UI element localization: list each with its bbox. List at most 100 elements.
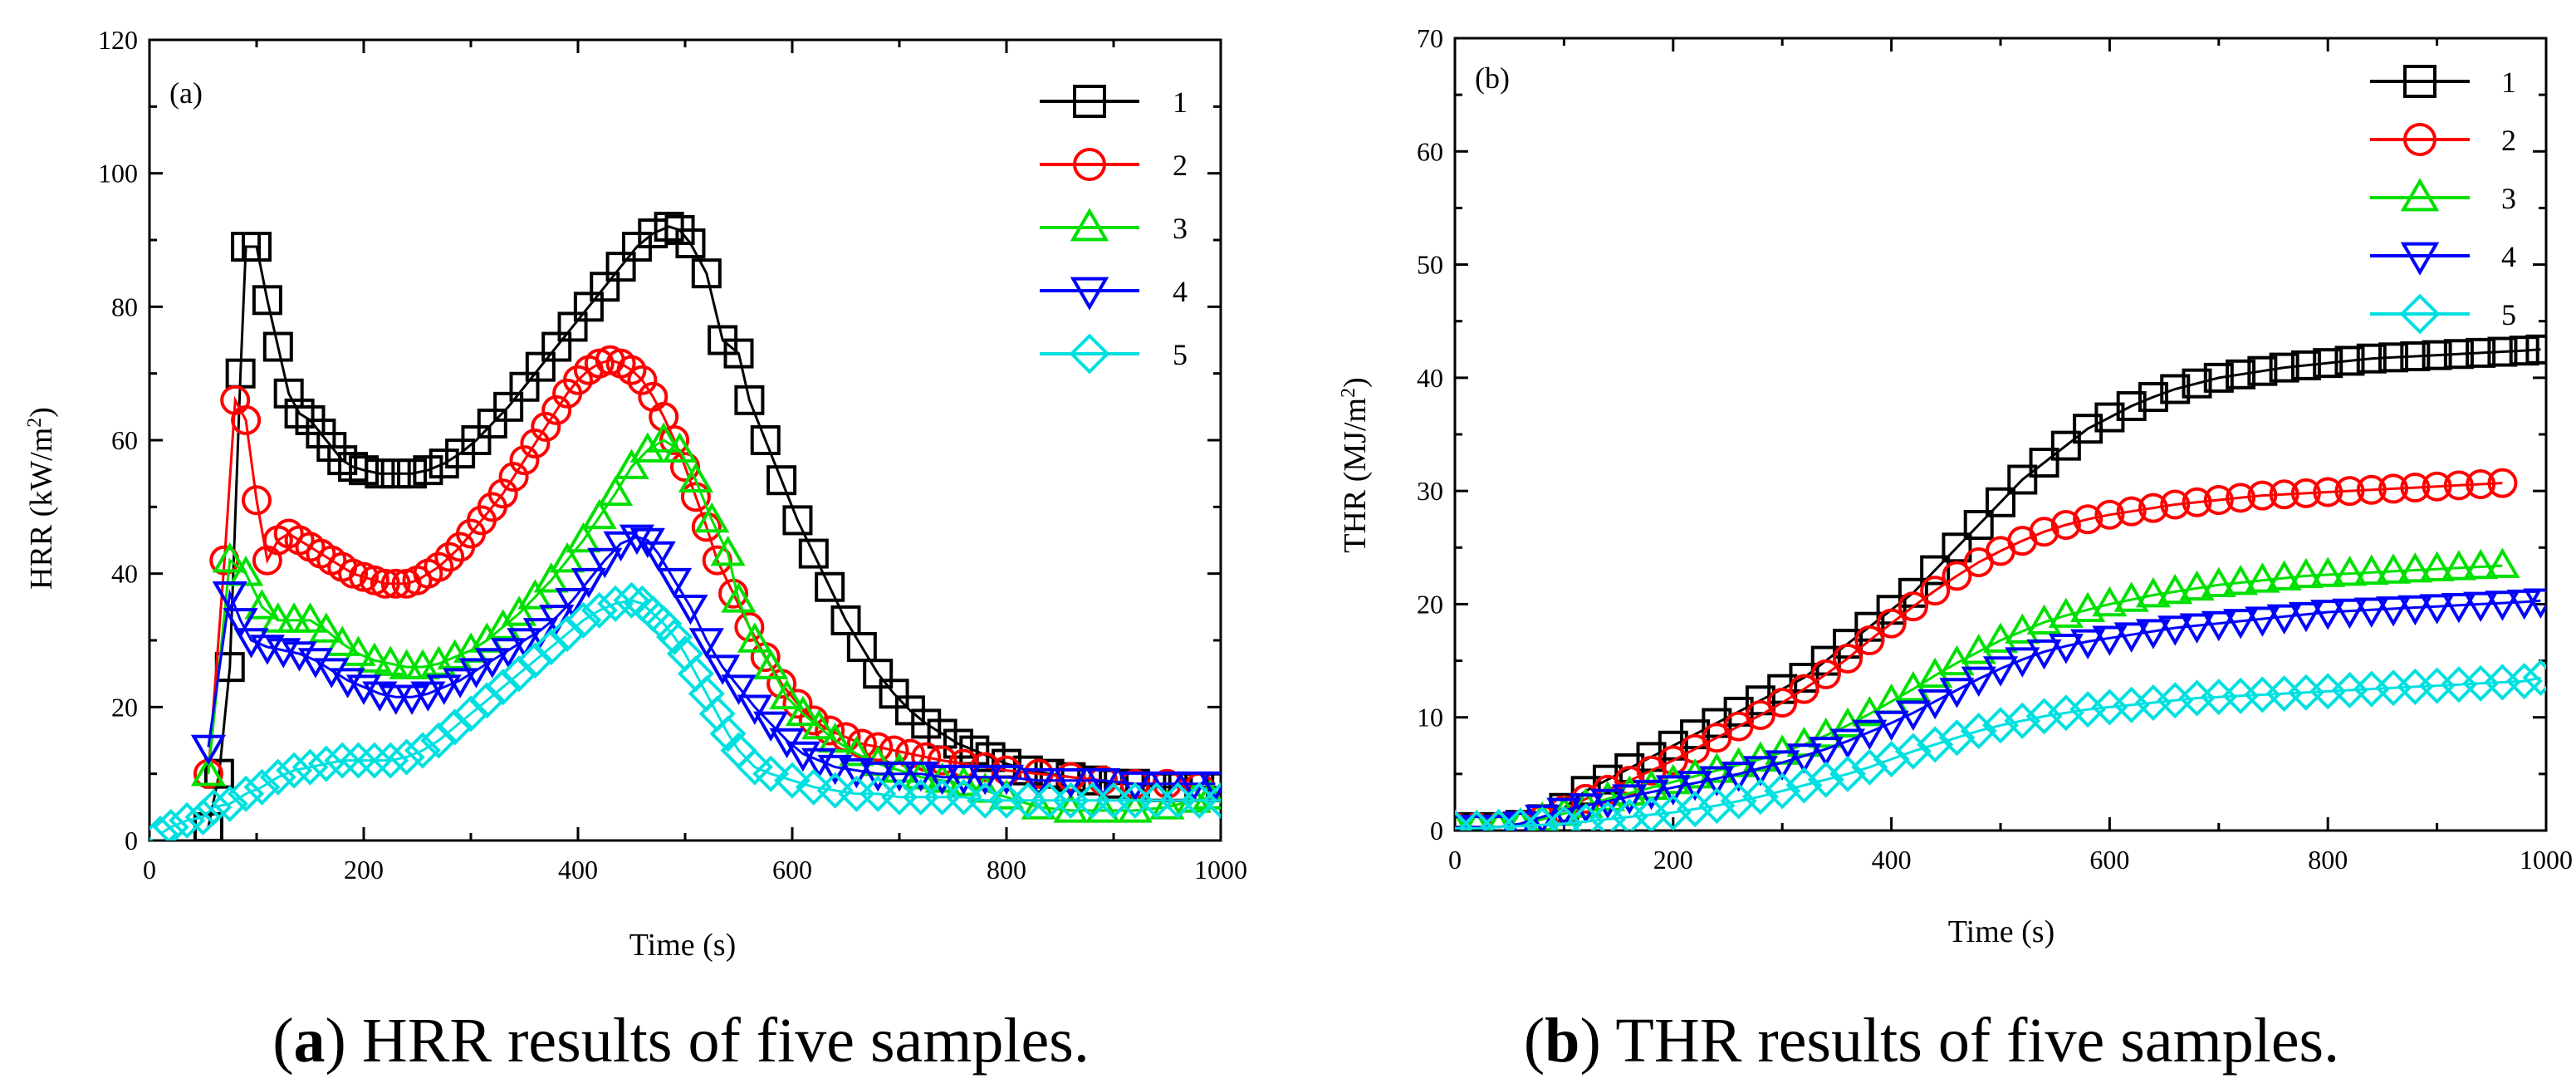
hrr-series-1-point (365, 458, 395, 489)
thr-series-1-point (2182, 368, 2212, 399)
hrr-x-tick-label: 0 (143, 855, 156, 885)
hrr-y-tick-label: 0 (125, 826, 138, 855)
thr-series-2-point (2422, 471, 2452, 502)
hrr-series-3-point (710, 535, 746, 566)
hrr-series-2-point (509, 445, 540, 476)
hrr-series-1-point (397, 458, 428, 489)
hrr-series-3-point (721, 582, 757, 613)
hrr-series-3-point (308, 612, 344, 643)
thr-series-4-point (1917, 689, 1953, 720)
thr-series-4-point (2506, 589, 2542, 620)
thr-series-4-point (2005, 647, 2040, 678)
hrr-series-5-point (549, 615, 586, 652)
hrr-series-5-point (184, 798, 222, 836)
thr-plot-area: 0 200 400 600 800 1000 0 10 20 30 40 50 60 70 1 2 3 4 5 (1417, 23, 2573, 875)
hrr-series-group (149, 211, 1221, 841)
thr-series-3-point (2135, 576, 2172, 608)
hrr-series-5-point (388, 738, 425, 776)
thr-series-1-point (1592, 764, 1623, 795)
hrr-series-1-point (734, 385, 765, 415)
hrr-series-3-point (769, 679, 805, 710)
thr-series-3-point (2245, 562, 2280, 593)
thr-series-1-point (2525, 334, 2546, 365)
hrr-series-4-point (297, 648, 334, 679)
thr-series-2-point (2182, 487, 2212, 517)
hrr-series-5-point (436, 708, 473, 746)
hrr-series-4-point (619, 524, 655, 556)
hrr-series-1-point (815, 571, 845, 602)
hrr-series-1-point (846, 632, 877, 663)
thr-series-2-point (1942, 561, 1972, 591)
hrr-series-2-line (207, 359, 1200, 789)
hrr-series-3-point (1149, 789, 1185, 820)
thr-y-tick-label: 50 (1417, 250, 1443, 280)
thr-series-4-point (2048, 634, 2084, 664)
thr-series-4-point (2157, 615, 2193, 646)
hrr-series-1-point (943, 728, 973, 759)
thr-series-1-point (2050, 430, 2081, 461)
hrr-series-2-point (242, 485, 272, 516)
hrr-series-1-point (284, 398, 315, 429)
caption-b: (b) THR results of five samples. (1524, 1006, 2339, 1076)
hrr-series-2-point (231, 404, 262, 435)
thr-series-1-point (2116, 390, 2147, 421)
thr-series-5-point (2505, 663, 2543, 700)
thr-legend-label-4: 4 (2501, 240, 2516, 273)
hrr-series-5-point (228, 775, 265, 812)
hrr-series-1-point (798, 538, 829, 569)
hrr-series-5-point (243, 768, 281, 806)
thr-series-4-point (1525, 804, 1560, 831)
thr-series-3-point (2310, 556, 2346, 587)
hrr-series-4-point (839, 757, 874, 789)
hrr-series-4-point (314, 658, 350, 689)
hrr-series-5-point (597, 585, 634, 622)
hrr-series-3-point (614, 448, 649, 479)
thr-series-4-point (2201, 610, 2236, 642)
thr-series-1-point (2203, 362, 2234, 393)
hrr-series-5-point (340, 742, 377, 779)
thr-series-4-point (2310, 600, 2346, 630)
thr-series-1-point (2313, 348, 2343, 379)
hrr-series-5-point (613, 581, 650, 619)
hrr-series-2-point (370, 568, 400, 599)
hrr-series-3-point (356, 642, 392, 673)
thr-legend-label-3: 3 (2501, 182, 2516, 215)
thr-series-1-point (2400, 341, 2431, 371)
thr-series-4-point (1982, 656, 2019, 687)
hrr-series-3-point (646, 422, 682, 453)
hrr-series-5-point (859, 775, 897, 812)
thr-series-4-point (2419, 594, 2455, 625)
thr-y-label-tail: ) (1338, 377, 1373, 388)
thr-series-2-point (2138, 493, 2168, 523)
hrr-y-tick-label: 20 (111, 692, 138, 722)
thr-series-2-point (2466, 468, 2496, 499)
hrr-series-2-point (616, 355, 647, 385)
hrr-series-4-point (330, 668, 365, 698)
thr-series-4-point (1873, 710, 1909, 742)
thr-series-5-point (2025, 698, 2063, 735)
hrr-series-4-point (345, 674, 382, 705)
hrr-series-4-point (737, 694, 772, 725)
thr-series-4-point (1852, 719, 1888, 751)
thr-y-tick-label: 30 (1417, 476, 1443, 506)
hrr-series-5-point (324, 742, 361, 779)
thr-series-4-point (2485, 591, 2520, 621)
hrr-series-1-point (509, 371, 540, 402)
thr-series-1-point (2378, 342, 2409, 373)
thr-series-5-point (1764, 772, 1801, 810)
hrr-series-4-point (1085, 767, 1121, 799)
thr-series-1-point (2160, 374, 2191, 404)
hrr-series-1-point (605, 252, 636, 282)
thr-series-3-point (2092, 586, 2128, 617)
hrr-x-axis-label: Time (s) (629, 928, 736, 963)
hrr-series-3-point (228, 556, 264, 586)
hrr-series-4-point (507, 628, 542, 659)
thr-series-4-point (1808, 737, 1844, 767)
thr-series-4-point (2266, 604, 2302, 635)
hrr-series-2-point (520, 429, 551, 459)
thr-series-4-point (1677, 770, 1713, 801)
thr-series-5-point (1917, 726, 1954, 763)
hrr-series-5-point (355, 742, 393, 779)
hrr-series-3-point (753, 649, 789, 679)
hrr-series-1-point (541, 331, 572, 362)
